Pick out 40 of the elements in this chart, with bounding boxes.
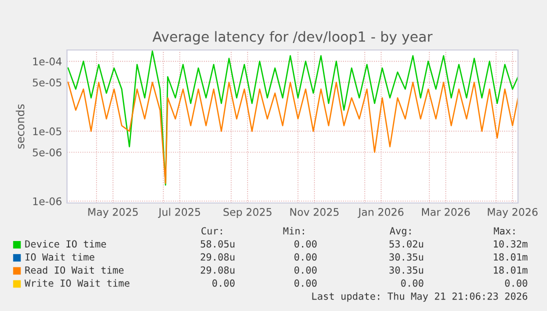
text: 0.00 [212, 279, 235, 287]
text: 0.00 [294, 279, 317, 287]
y-tick-label: 5e-05 [32, 78, 62, 86]
text: Min: [283, 227, 304, 234]
y-tick-label: 1e-04 [33, 58, 62, 66]
x-tick-label: Jul 2025 [158, 208, 200, 218]
y-tick-label: 5e-06 [32, 148, 62, 156]
text: 29.08u [200, 266, 234, 274]
line-series [67, 82, 518, 184]
y-tick-label: 1e-05 [33, 127, 62, 136]
x-tick-label: Jan 2026 [358, 208, 404, 218]
text: 0.00 [294, 253, 317, 261]
x-tick-label: May 2025 [88, 208, 138, 218]
text: 30.35u [389, 253, 424, 261]
legend-label: IO Wait time [26, 253, 94, 261]
x-tick-label: Mar 2026 [422, 208, 470, 216]
text: 18.01m [494, 266, 528, 274]
text: 58.05u [200, 240, 234, 248]
text: 30.35u [389, 266, 424, 274]
text: Max: [494, 227, 515, 235]
x-tick-label: May 2026 [488, 208, 538, 218]
text: 0.00 [294, 266, 317, 274]
text: 53.02u [389, 240, 424, 248]
text: Cur: [202, 227, 222, 235]
text: Avg: [390, 227, 411, 236]
text: Last update: Thu May 21 21:06:23 2026 [312, 292, 528, 302]
text: 0.00 [294, 240, 317, 248]
legend-label: Write IO Wait time [24, 279, 130, 287]
y-axis-title: seconds [16, 104, 24, 149]
text: 29.08u [200, 253, 234, 261]
legend-label: Device IO time [25, 240, 106, 248]
x-tick-label: Nov 2025 [290, 208, 339, 216]
chart-title: Average latency for /dev/loop1 - by year [152, 31, 433, 45]
text: 18.01m [494, 253, 528, 261]
x-tick-label: Sep 2025 [224, 208, 272, 218]
text: 0.00 [505, 279, 528, 287]
y-tick-label: 1e-06 [33, 197, 62, 206]
text: 10.32m [494, 240, 528, 248]
legend-label: Read IO Wait time [25, 266, 124, 274]
text: 0.00 [401, 279, 424, 287]
